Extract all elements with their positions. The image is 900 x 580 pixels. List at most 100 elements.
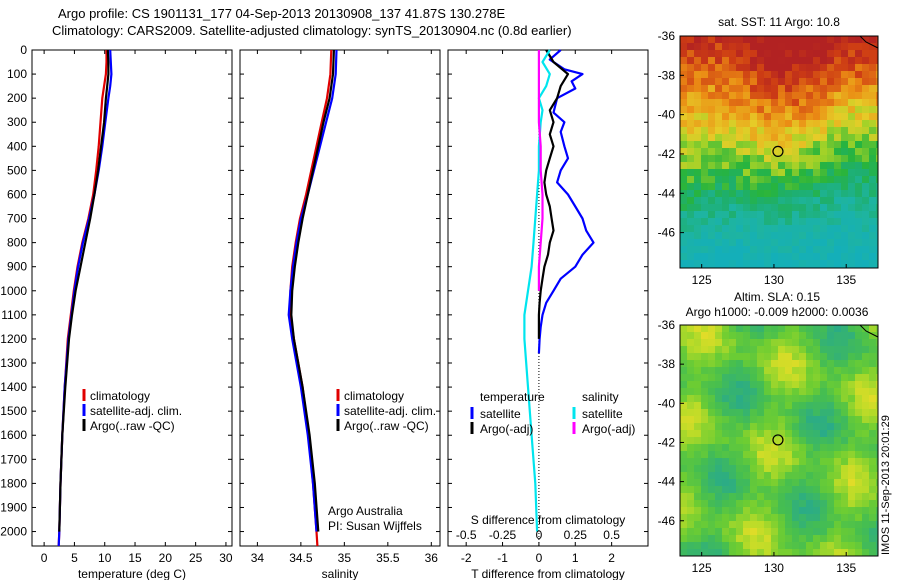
map-cell <box>757 43 765 51</box>
map-cell <box>806 528 814 536</box>
map-cell <box>848 155 856 163</box>
map-cell <box>680 353 688 361</box>
map-cell <box>820 507 828 515</box>
map-cell <box>694 535 702 543</box>
map-cell <box>701 451 709 459</box>
map-cell <box>729 423 737 431</box>
y-tick-label: -40 <box>658 396 676 410</box>
map-cell <box>701 465 709 473</box>
legend-label: satellite-adj. clim. <box>344 404 436 418</box>
map-cell <box>708 325 716 333</box>
map-cell <box>743 423 751 431</box>
map-cell <box>708 99 716 107</box>
map-cell <box>708 155 716 163</box>
map-cell <box>701 232 709 240</box>
map-cell <box>813 120 821 128</box>
map-cell <box>876 346 879 354</box>
map-cell <box>764 57 772 65</box>
map-cell <box>820 332 828 340</box>
map-cell <box>687 409 695 417</box>
map-cell <box>848 409 856 417</box>
map-cell <box>813 437 821 445</box>
map-cell <box>764 444 772 452</box>
map-cell <box>701 542 709 550</box>
map-cell <box>876 204 879 212</box>
map-cell <box>862 521 870 529</box>
map-cell <box>820 239 828 247</box>
map-cell <box>862 381 870 389</box>
map-cell <box>778 148 786 156</box>
map-cell <box>694 360 702 368</box>
map-cell <box>715 141 723 149</box>
map-cell <box>841 367 849 375</box>
map-cell <box>736 416 744 424</box>
map-cell <box>694 444 702 452</box>
map-cell <box>722 204 730 212</box>
map-cell <box>785 183 793 191</box>
map-cell <box>708 141 716 149</box>
annotation-text: Argo Australia <box>328 504 403 518</box>
map-cell <box>813 211 821 219</box>
map-cell <box>687 381 695 389</box>
map-cell <box>848 423 856 431</box>
map-cell <box>862 183 870 191</box>
map-cell <box>827 64 835 72</box>
map-cell <box>855 367 863 375</box>
map-cell <box>778 253 786 261</box>
map-cell <box>708 437 716 445</box>
map-cell <box>722 486 730 494</box>
map-cell <box>785 92 793 100</box>
map-cell <box>750 92 758 100</box>
map-cell <box>687 388 695 396</box>
map-cell <box>806 381 814 389</box>
map-cell <box>869 346 877 354</box>
map-cell <box>708 246 716 254</box>
map-cell <box>855 232 863 240</box>
map-cell <box>680 409 688 417</box>
map-cell <box>827 353 835 361</box>
map-cell <box>708 486 716 494</box>
map-cell <box>687 402 695 410</box>
map-cell <box>743 43 751 51</box>
map-cell <box>869 197 877 205</box>
map-cell <box>806 141 814 149</box>
map-cell <box>687 176 695 184</box>
map-cell <box>862 339 870 347</box>
map-cell <box>855 127 863 135</box>
map-cell <box>806 465 814 473</box>
map-cell <box>722 479 730 487</box>
map-cell <box>862 260 870 268</box>
map-cell <box>736 64 744 72</box>
map-cell <box>785 360 793 368</box>
map-cell <box>848 232 856 240</box>
map-cell <box>680 232 688 240</box>
map-cell <box>694 451 702 459</box>
map-cell <box>799 113 807 121</box>
map-cell <box>771 183 779 191</box>
map-cell <box>771 260 779 268</box>
map-cell <box>771 521 779 529</box>
map-cell <box>876 339 879 347</box>
map-cell <box>820 451 828 459</box>
map-cell <box>680 85 688 93</box>
map-cell <box>701 507 709 515</box>
map-cell <box>736 430 744 438</box>
map-cell <box>827 339 835 347</box>
map-cell <box>771 148 779 156</box>
map-cell <box>799 50 807 58</box>
map-cell <box>869 444 877 452</box>
map-cell <box>848 381 856 389</box>
map-cell <box>715 353 723 361</box>
map-cell <box>694 395 702 403</box>
map-cell <box>778 381 786 389</box>
map-cell <box>729 232 737 240</box>
map-cell <box>722 57 730 65</box>
map-cell <box>722 507 730 515</box>
map-cell <box>701 176 709 184</box>
map-cell <box>750 521 758 529</box>
map-cell <box>785 176 793 184</box>
map-cell <box>771 78 779 86</box>
map-cell <box>715 78 723 86</box>
map-cell <box>806 374 814 382</box>
